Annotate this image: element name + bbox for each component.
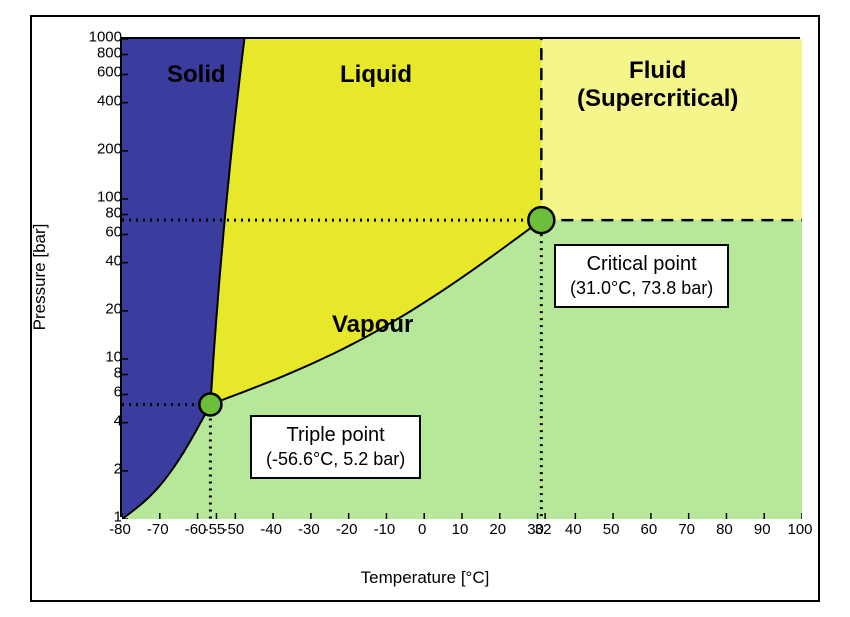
x-tick: 10 xyxy=(440,521,480,538)
x-tick: -70 xyxy=(138,521,178,538)
x-tick: -10 xyxy=(364,521,404,538)
y-tick: 8 xyxy=(62,364,122,381)
y-tick: 10 xyxy=(62,349,122,366)
x-tick: 20 xyxy=(478,521,518,538)
y-tick: 2 xyxy=(62,460,122,477)
y-tick: 40 xyxy=(62,252,122,269)
diagram-frame: Solid Liquid Vapour Fluid (Supercritical… xyxy=(30,15,820,602)
y-tick: 100 xyxy=(62,189,122,206)
callout-critical: Critical point (31.0°C, 73.8 bar) xyxy=(554,244,729,308)
y-tick: 1000 xyxy=(62,29,122,46)
y-axis-label: Pressure [bar] xyxy=(30,224,50,331)
x-tick: 100 xyxy=(780,521,820,538)
x-tick: 60 xyxy=(629,521,669,538)
y-tick: 60 xyxy=(62,224,122,241)
y-tick: 400 xyxy=(62,92,122,109)
x-tick: -50 xyxy=(213,521,253,538)
y-tick: 80 xyxy=(62,204,122,221)
callout-critical-detail: (31.0°C, 73.8 bar) xyxy=(570,277,713,300)
x-tick: -80 xyxy=(100,521,140,538)
callout-triple: Triple point (-56.6°C, 5.2 bar) xyxy=(250,415,421,479)
y-tick: 20 xyxy=(62,300,122,317)
callout-triple-detail: (-56.6°C, 5.2 bar) xyxy=(266,448,405,471)
y-tick: 800 xyxy=(62,44,122,61)
x-tick: 80 xyxy=(704,521,744,538)
y-tick: 200 xyxy=(62,140,122,157)
x-tick: 50 xyxy=(591,521,631,538)
y-tick: 600 xyxy=(62,64,122,81)
x-tick: 0 xyxy=(402,521,442,538)
x-tick: -30 xyxy=(289,521,329,538)
x-tick: 90 xyxy=(742,521,782,538)
y-tick: 4 xyxy=(62,412,122,429)
callout-critical-title: Critical point xyxy=(570,252,713,277)
x-axis-label: Temperature [°C] xyxy=(361,568,490,588)
x-tick: 70 xyxy=(667,521,707,538)
x-tick: -40 xyxy=(251,521,291,538)
x-tick: -20 xyxy=(327,521,367,538)
y-tick: 6 xyxy=(62,384,122,401)
phase-plot: Solid Liquid Vapour Fluid (Supercritical… xyxy=(120,37,800,517)
callout-triple-title: Triple point xyxy=(266,423,405,448)
x-tick: 40 xyxy=(553,521,593,538)
